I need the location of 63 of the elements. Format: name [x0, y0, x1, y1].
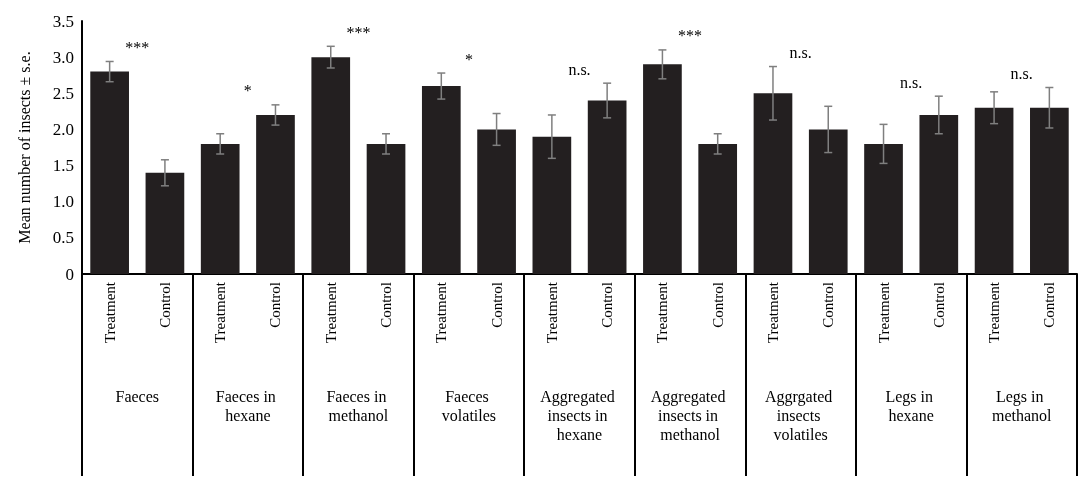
bar — [532, 136, 572, 274]
x-tick-label: Treatment — [101, 281, 118, 344]
annotation: * — [464, 50, 473, 68]
y-tick-label: 3.5 — [52, 11, 74, 31]
bar — [366, 143, 406, 274]
text: Legs in hexane — [885, 388, 937, 424]
y-tick-label: 1.0 — [52, 192, 74, 212]
bar — [864, 143, 903, 274]
x-tick-label: Treatment — [322, 281, 339, 344]
annotation: *** — [678, 27, 703, 45]
bar — [587, 100, 627, 274]
x-tick-label: Control — [1041, 282, 1058, 328]
annotation: n.s. — [1010, 65, 1033, 82]
annotation: *** — [346, 23, 371, 41]
text: Aggregated insects in hexane — [540, 388, 619, 443]
bar — [643, 64, 682, 274]
text: Faeces — [115, 388, 160, 405]
text: Faeces in hexane — [215, 388, 280, 424]
y-tick-label: 0.5 — [52, 228, 74, 248]
x-tick-label: Treatment — [986, 281, 1003, 344]
x-tick-label: Treatment — [654, 281, 671, 344]
annotation: * — [243, 82, 252, 100]
x-tick-label: Control — [930, 282, 947, 328]
bar — [974, 107, 1014, 274]
y-tick-label: 0 — [65, 264, 74, 284]
x-tick-label: Control — [709, 282, 726, 328]
y-axis-title: Mean number of insects ± s.e. — [15, 51, 33, 244]
x-tick-label: Control — [156, 282, 173, 328]
text: Faeces volatiles — [441, 388, 497, 424]
x-tick-label: Control — [267, 282, 284, 328]
x-tick-label: Treatment — [764, 281, 781, 344]
y-tick-label: 2.5 — [52, 83, 74, 103]
bar — [808, 129, 848, 274]
x-tick-label: Treatment — [543, 281, 560, 344]
text: Faeces in methanol — [326, 388, 391, 424]
annotation: *** — [125, 38, 150, 56]
bar — [698, 143, 738, 274]
bar — [421, 86, 461, 274]
x-tick-label: Control — [599, 282, 616, 328]
bar — [919, 114, 959, 274]
y-tick-label: 3.0 — [52, 47, 74, 67]
text: Aggrgated insects volatiles — [764, 388, 837, 443]
bar — [256, 114, 295, 274]
bar — [145, 172, 185, 274]
text: Legs in methanol — [991, 388, 1053, 424]
y-tick-label: 1.5 — [52, 156, 74, 176]
x-tick-label: Treatment — [875, 281, 892, 344]
bar — [311, 57, 351, 274]
x-tick-label: Control — [488, 282, 505, 328]
bar — [753, 93, 793, 274]
y-tick-label: 2.0 — [52, 119, 74, 139]
annotation: n.s. — [900, 73, 923, 91]
bar — [90, 71, 129, 274]
annotation: n.s. — [789, 44, 812, 62]
x-tick-label: Treatment — [212, 281, 229, 344]
x-tick-label: Control — [820, 282, 837, 328]
bar — [200, 143, 240, 274]
bar — [1030, 107, 1069, 274]
annotation: n.s. — [568, 60, 591, 78]
x-tick-label: Control — [378, 282, 395, 328]
text: Aggregated insects in methanol — [650, 388, 730, 443]
x-tick-label: Treatment — [433, 281, 450, 344]
bar — [477, 129, 516, 274]
